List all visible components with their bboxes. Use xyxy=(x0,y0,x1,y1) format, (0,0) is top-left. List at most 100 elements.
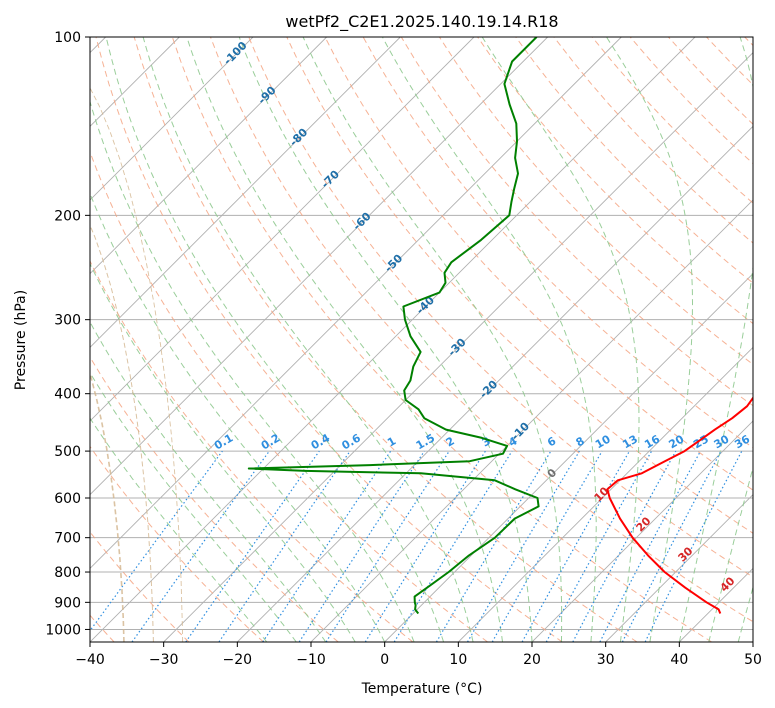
mixing-ratio-label: 6 xyxy=(545,434,558,449)
mixing-ratio-line xyxy=(364,450,486,642)
dry-adiabat-line xyxy=(515,37,753,284)
isotherm-line xyxy=(458,346,753,642)
moist-adiabat-line xyxy=(90,262,356,642)
moist-adiabat-label: 40 xyxy=(718,574,738,594)
isotherm-line xyxy=(531,420,753,642)
x-tick-label: −20 xyxy=(223,652,253,668)
chart-title: wetPf2_C2E1.2025.140.19.14.R18 xyxy=(285,12,558,32)
dry-adiabat-line xyxy=(706,37,753,86)
x-tick-label: 10 xyxy=(449,652,467,668)
dry-adiabat-line xyxy=(553,37,753,244)
dry-adiabat-line xyxy=(210,37,753,623)
isotherm-label: -70 xyxy=(319,167,342,190)
moist-adiabat-line xyxy=(481,37,640,642)
y-axis-ticks: 100 200 300 400 500 600 700 800 900 1000 xyxy=(45,30,90,638)
mixing-ratio-line xyxy=(521,450,631,642)
mixing-ratio-label: 0.6 xyxy=(340,431,364,452)
x-tick-label: 0 xyxy=(380,652,389,668)
x-tick-label: 20 xyxy=(523,652,541,668)
isotherm-line xyxy=(90,37,696,642)
dry-adiabat-line xyxy=(90,356,339,642)
isotherm-label: -30 xyxy=(445,336,468,359)
moist-adiabat-label: 30 xyxy=(676,544,696,564)
y-tick-label: 200 xyxy=(54,208,81,224)
reference-curves xyxy=(90,86,184,642)
mixing-ratio-line xyxy=(262,450,392,642)
mixing-ratio-label: 36 xyxy=(732,432,752,451)
isotherm-line xyxy=(752,641,753,642)
isotherm-label: -20 xyxy=(477,377,500,400)
mixing-ratio-label: 1 xyxy=(385,434,398,449)
isotherm-line xyxy=(90,37,622,569)
dry-adiabat-line xyxy=(324,37,753,491)
y-tick-label: 700 xyxy=(54,531,81,547)
dry-adiabat-line xyxy=(95,37,563,642)
isotherm-label: -50 xyxy=(382,251,405,274)
moist-adiabat-line xyxy=(90,321,327,642)
x-tick-label: 50 xyxy=(744,652,762,668)
x-axis-label: Temperature (°C) xyxy=(361,681,483,697)
isotherm-label: -80 xyxy=(287,125,310,148)
y-tick-label: 100 xyxy=(54,30,81,46)
moist-adiabat-line xyxy=(186,37,503,642)
moist-adiabat-line xyxy=(105,37,445,642)
y-tick-label: 800 xyxy=(54,565,81,581)
mixing-ratio-label: 1.5 xyxy=(414,431,437,452)
x-tick-label: −30 xyxy=(149,652,179,668)
mixing-ratio-label: 0.1 xyxy=(212,431,235,452)
plot-area: 0.1 0.2 0.4 0.6 1 1.5 2 3 4 6 8 10 13 16 20 25 30 36-100-… xyxy=(90,37,753,642)
dry-adiabat-lines xyxy=(90,37,753,642)
isotherm-label: -60 xyxy=(350,210,373,233)
isotherm-line xyxy=(384,273,753,642)
isotherm-lines xyxy=(90,37,753,642)
dry-adiabat-line xyxy=(133,37,638,642)
mixing-ratio-line xyxy=(218,450,351,642)
dry-adiabat-line xyxy=(90,259,414,642)
reference-curve xyxy=(90,371,125,642)
y-tick-label: 1000 xyxy=(45,622,81,638)
moist-adiabat-line xyxy=(90,371,297,642)
isotherm-line xyxy=(90,37,475,422)
moist-adiabat-line xyxy=(90,99,415,642)
mixing-ratio-line xyxy=(325,450,450,642)
dry-adiabat-line xyxy=(286,37,753,534)
dry-adiabat-line xyxy=(744,37,753,47)
moist-adiabat-line xyxy=(708,465,753,642)
y-axis-label: Pressure (hPa) xyxy=(13,290,29,390)
plot-frame xyxy=(89,36,754,643)
mixing-ratio-label: 30 xyxy=(712,432,732,451)
mixing-ratio-line xyxy=(131,450,270,642)
reference-curve xyxy=(90,86,184,642)
dry-adiabat-line xyxy=(90,445,264,642)
y-tick-label: 600 xyxy=(54,491,81,507)
x-tick-label: −40 xyxy=(75,652,105,668)
mixing-ratio-lines xyxy=(90,450,743,642)
mixing-ratio-line xyxy=(90,450,223,632)
moist-adiabat-line xyxy=(606,37,693,642)
x-axis-ticks: −40 −30 −20 −10 0 10 20 30 40 50 xyxy=(75,642,762,668)
y-tick-label: 900 xyxy=(54,595,81,611)
mixing-ratio-line xyxy=(298,450,425,642)
moist-adiabat-lines xyxy=(90,37,753,642)
moist-adiabat-line xyxy=(381,37,597,642)
x-tick-label: 40 xyxy=(670,652,688,668)
mixing-ratio-label: 20 xyxy=(667,432,687,451)
dry-adiabat-line xyxy=(90,150,488,642)
mixing-ratio-label: 3 xyxy=(480,434,493,449)
x-tick-label: −10 xyxy=(296,652,326,668)
isotherm-line xyxy=(163,52,753,642)
moist-adiabat-line xyxy=(678,37,753,642)
isotherm-line xyxy=(237,125,753,642)
isotherm-line xyxy=(90,37,254,201)
mixing-ratio-line xyxy=(185,450,320,642)
isotherm-line xyxy=(679,567,753,642)
dry-adiabat-line xyxy=(248,37,753,578)
series-dewpoint-line xyxy=(247,37,540,615)
isotherm-label: -90 xyxy=(255,84,278,107)
isotherm-label: 0 xyxy=(545,466,560,481)
mixing-ratio-line xyxy=(545,450,653,642)
moist-adiabat-line xyxy=(90,417,268,642)
isotherm-line xyxy=(90,37,548,496)
reference-curve xyxy=(90,224,154,642)
moist-adiabat-line xyxy=(142,37,474,642)
